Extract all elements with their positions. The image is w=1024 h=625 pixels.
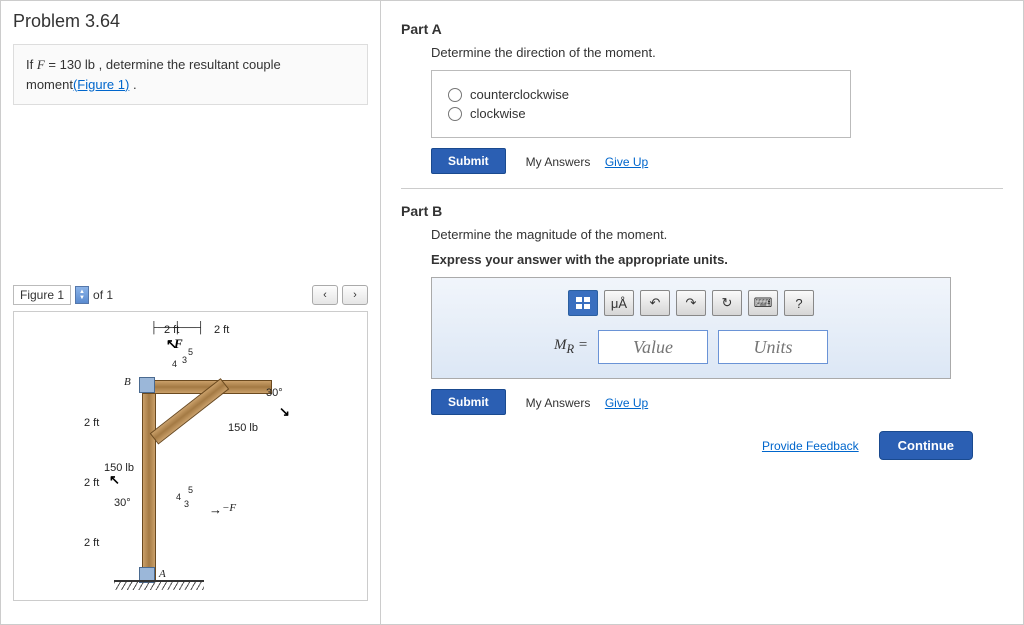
ratio-3-bot: 3 — [184, 499, 189, 509]
equation-row: MR = — [450, 330, 932, 364]
problem-title: Problem 3.64 — [13, 11, 368, 32]
give-up-link-b[interactable]: Give Up — [605, 396, 648, 410]
part-b-instruction: Express your answer with the appropriate… — [431, 252, 1003, 267]
continue-button[interactable]: Continue — [879, 431, 973, 460]
figure-prev-button[interactable]: ‹ — [312, 285, 338, 305]
value-input[interactable] — [598, 330, 708, 364]
plate-B — [139, 377, 155, 393]
my-answers-label-a: My Answers — [526, 155, 591, 169]
option-ccw[interactable]: counterclockwise — [448, 87, 834, 102]
figure-box: 2 ft 2 ft ├──┼──┤ 2 ft 2 ft 2 ft F ↖ B A… — [13, 311, 368, 601]
force-negF-arrow: → — [209, 502, 222, 517]
right-panel: Part A Determine the direction of the mo… — [381, 1, 1023, 624]
templates-button[interactable] — [568, 290, 598, 316]
option-cw[interactable]: clockwise — [448, 106, 834, 121]
part-b-actions: Submit My Answers Give Up — [431, 389, 1003, 415]
divider — [401, 188, 1003, 189]
ratio-3-top: 3 — [182, 355, 187, 365]
ratio-5-top: 5 — [188, 347, 193, 357]
dim-left-1: 2 ft — [84, 417, 99, 429]
dim-top-2: 2 ft — [214, 324, 229, 336]
angle-30-bot: 30° — [114, 497, 131, 509]
part-b-submit-button[interactable]: Submit — [431, 389, 506, 415]
provide-feedback-link[interactable]: Provide Feedback — [762, 439, 859, 453]
angle-30-top: 30° — [266, 387, 283, 399]
label-B: B — [124, 376, 131, 388]
radio-cw[interactable] — [448, 107, 462, 121]
ratio-4-top: 4 — [172, 359, 177, 369]
redo-button[interactable]: ↷ — [676, 290, 706, 316]
templates-icon — [575, 296, 591, 310]
my-answers-label-b: My Answers — [526, 396, 591, 410]
part-a-title: Part A — [401, 21, 1003, 37]
answer-toolbar: μÅ ↶ ↷ ↻ ⌨ ? — [450, 290, 932, 316]
app-container: Problem 3.64 If F = 130 lb , determine t… — [0, 0, 1024, 625]
footer-row: Provide Feedback Continue — [401, 431, 973, 460]
force-150-top: 150 lb — [228, 422, 258, 434]
label-A: A — [159, 568, 166, 580]
reset-button[interactable]: ↻ — [712, 290, 742, 316]
ground — [114, 580, 204, 590]
label-neg-F: −F — [222, 502, 236, 514]
option-cw-label: clockwise — [470, 106, 526, 121]
dim-left-2: 2 ft — [84, 477, 99, 489]
give-up-link-a[interactable]: Give Up — [605, 155, 648, 169]
stmt-end: . — [129, 77, 136, 92]
problem-statement-box: If F = 130 lb , determine the resultant … — [13, 44, 368, 105]
vertical-beam — [142, 380, 156, 580]
answer-box: μÅ ↶ ↷ ↻ ⌨ ? MR = — [431, 277, 951, 379]
part-a-options: counterclockwise clockwise — [431, 70, 851, 138]
left-panel: Problem 3.64 If F = 130 lb , determine t… — [1, 1, 381, 624]
units-input[interactable] — [718, 330, 828, 364]
force-150-top-arrow: ↘ — [279, 404, 290, 420]
part-b-question: Determine the magnitude of the moment. — [431, 227, 1003, 242]
dim-left-3: 2 ft — [84, 537, 99, 549]
force-F-arrow: ↖ — [166, 336, 177, 352]
figure-label: Figure 1 — [13, 285, 71, 305]
radio-ccw[interactable] — [448, 88, 462, 102]
keyboard-button[interactable]: ⌨ — [748, 290, 778, 316]
undo-button[interactable]: ↶ — [640, 290, 670, 316]
ratio-5-bot: 5 — [188, 485, 193, 495]
figure-nav: Figure 1 ▲▼ of 1 ‹ › — [13, 285, 368, 305]
eq-var: MR = — [554, 337, 588, 357]
option-ccw-label: counterclockwise — [470, 87, 569, 102]
help-button[interactable]: ? — [784, 290, 814, 316]
figure-stepper[interactable]: ▲▼ — [75, 286, 89, 304]
stmt-var: F — [37, 57, 45, 72]
figure-link[interactable]: (Figure 1) — [73, 77, 129, 92]
stmt-unit: lb — [85, 57, 95, 72]
structure-diagram: 2 ft 2 ft ├──┼──┤ 2 ft 2 ft 2 ft F ↖ B A… — [54, 322, 354, 592]
figure-next-button[interactable]: › — [342, 285, 368, 305]
force-150-bot-arrow: ↖ — [109, 472, 120, 488]
symbols-button[interactable]: μÅ — [604, 290, 634, 316]
part-a-question: Determine the direction of the moment. — [431, 45, 1003, 60]
part-b-title: Part B — [401, 203, 1003, 219]
stmt-prefix: If — [26, 57, 37, 72]
part-a-actions: Submit My Answers Give Up — [431, 148, 1003, 174]
part-a-submit-button[interactable]: Submit — [431, 148, 506, 174]
ratio-4-bot: 4 — [176, 492, 181, 502]
stmt-eq: = 130 — [45, 57, 85, 72]
figure-of-text: of 1 — [93, 288, 113, 302]
